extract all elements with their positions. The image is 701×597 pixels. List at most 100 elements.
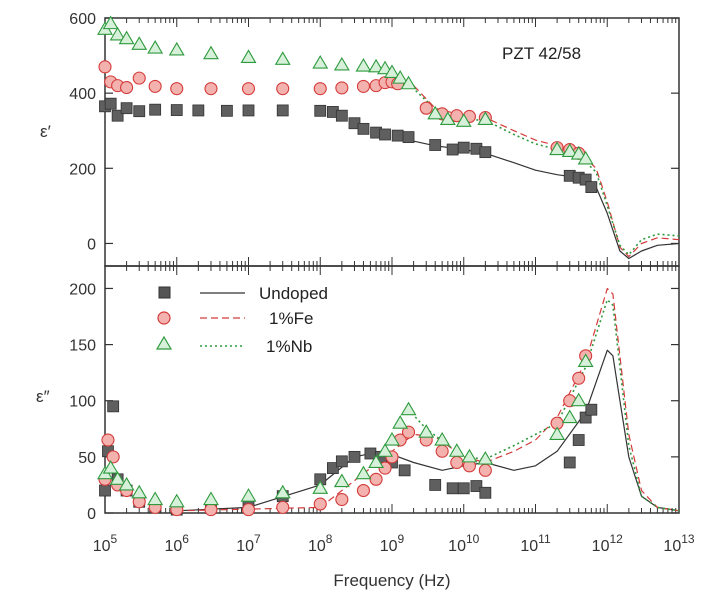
top-point-fe <box>335 81 349 95</box>
top-point-fe <box>170 82 184 96</box>
top-point-nb <box>368 58 385 73</box>
top-point-nb <box>333 56 350 71</box>
bottom-fit-lines <box>176 287 680 512</box>
bottom-point-undoped <box>107 400 120 413</box>
top-point-undoped <box>457 141 470 154</box>
top-y-tick-label: 600 <box>69 11 96 28</box>
x-tick-label: 1011 <box>520 532 551 555</box>
top-point-undoped <box>276 104 289 117</box>
bottom-point-nb <box>131 484 148 499</box>
x-tick-label: 108 <box>308 532 333 555</box>
top-point-nb <box>312 54 329 69</box>
bottom-point-nb <box>384 431 400 446</box>
bottom-point-nb <box>461 448 478 463</box>
bottom-point-nb <box>240 488 257 502</box>
top-y-axis-title: ε′ <box>40 122 51 141</box>
bottom-point-nb <box>274 484 291 499</box>
top-point-nb <box>274 51 291 65</box>
bottom-point-nb <box>418 424 435 438</box>
x-tick-label: 107 <box>236 532 261 555</box>
top-point-undoped <box>585 181 598 193</box>
legend: Undoped 1%Fe 1%Nb <box>155 284 328 356</box>
bottom-point-nb <box>203 491 219 506</box>
top-point-nb <box>570 145 587 160</box>
top-point-nb <box>439 111 456 126</box>
legend-marker-fe <box>157 311 171 325</box>
top-point-nb <box>131 36 148 50</box>
top-point-nb <box>240 49 257 64</box>
bottom-point-fe <box>276 500 290 514</box>
bottom-y-tick-label: 150 <box>69 338 96 355</box>
bottom-point-nb <box>368 454 385 469</box>
x-tick-label: 105 <box>93 532 118 555</box>
bottom-y-tick-label: 100 <box>69 394 96 411</box>
bottom-point-fe <box>204 503 218 517</box>
top-point-nb <box>168 41 185 56</box>
bottom-point-undoped <box>457 482 470 495</box>
bottom-point-nb <box>102 459 119 474</box>
bottom-point-undoped <box>446 482 459 495</box>
top-point-fe <box>204 82 218 96</box>
top-point-fe <box>98 60 112 74</box>
bottom-point-nb <box>377 443 394 457</box>
top-point-undoped <box>133 105 146 118</box>
legend-label-fe: 1%Fe <box>269 309 313 328</box>
bottom-point-nb <box>400 401 417 416</box>
bottom-point-fe <box>101 433 115 447</box>
top-point-fe <box>276 82 290 96</box>
bottom-point-nb <box>577 353 594 367</box>
bottom-point-nb <box>109 471 126 485</box>
top-point-nb <box>118 30 135 45</box>
legend-item-nb: 1%Nb <box>155 335 312 356</box>
top-point-fe <box>241 82 256 96</box>
bottom-y-tick-label: 0 <box>87 506 96 523</box>
top-plot-frame <box>104 17 680 267</box>
top-point-nb <box>477 111 494 126</box>
bottom-point-fe <box>435 444 449 458</box>
bottom-point-undoped <box>479 486 492 499</box>
bottom-y-tick-label: 200 <box>69 281 96 298</box>
bottom-point-nb <box>448 443 465 457</box>
top-point-nb <box>400 75 417 90</box>
top-point-undoped <box>379 128 391 141</box>
top-fit-line-nb <box>407 83 680 256</box>
top-point-nb <box>427 105 444 120</box>
top-point-undoped <box>335 109 348 122</box>
legend-marker-nb <box>155 335 173 350</box>
top-point-fe <box>313 82 327 96</box>
top-point-nb <box>561 143 578 157</box>
top-axis-ticks: 0 200 400 600 <box>69 11 680 266</box>
top-point-nb <box>577 150 594 165</box>
bottom-point-nb <box>147 491 164 506</box>
x-tick-label: 1013 <box>663 532 694 555</box>
top-point-undoped <box>314 104 327 117</box>
bottom-point-nb <box>355 465 372 480</box>
top-point-undoped <box>391 129 404 142</box>
bottom-point-fe <box>369 472 383 486</box>
legend-marker-undoped <box>158 286 171 299</box>
bottom-point-nb <box>477 451 494 465</box>
bottom-point-nb <box>570 392 587 407</box>
top-point-undoped <box>402 131 415 144</box>
bottom-point-fe <box>401 425 416 439</box>
top-point-nb <box>455 113 472 127</box>
top-point-undoped <box>149 103 162 116</box>
bottom-point-nb <box>434 431 451 446</box>
top-point-undoped <box>104 97 117 110</box>
top-point-nb <box>549 141 566 156</box>
bottom-fit-line-fe <box>176 287 680 512</box>
top-y-tick-label: 200 <box>69 161 96 178</box>
bottom-point-fe <box>572 371 586 385</box>
top-point-undoped <box>429 139 442 151</box>
legend-label-nb: 1%Nb <box>266 337 312 356</box>
legend-label-undoped: Undoped <box>259 284 328 303</box>
x-tick-label: 109 <box>380 532 405 555</box>
top-point-undoped <box>357 122 370 135</box>
bottom-point-fe <box>478 463 492 477</box>
bottom-axis-ticks: 0 50 100 150 200 105 106 107 108 109 1010 1011 1012 1… <box>69 266 695 555</box>
bottom-point-fe <box>241 503 256 517</box>
top-point-undoped <box>170 104 183 116</box>
top-point-nb <box>109 26 126 41</box>
bottom-point-undoped <box>563 456 576 469</box>
bottom-point-undoped <box>99 484 111 497</box>
